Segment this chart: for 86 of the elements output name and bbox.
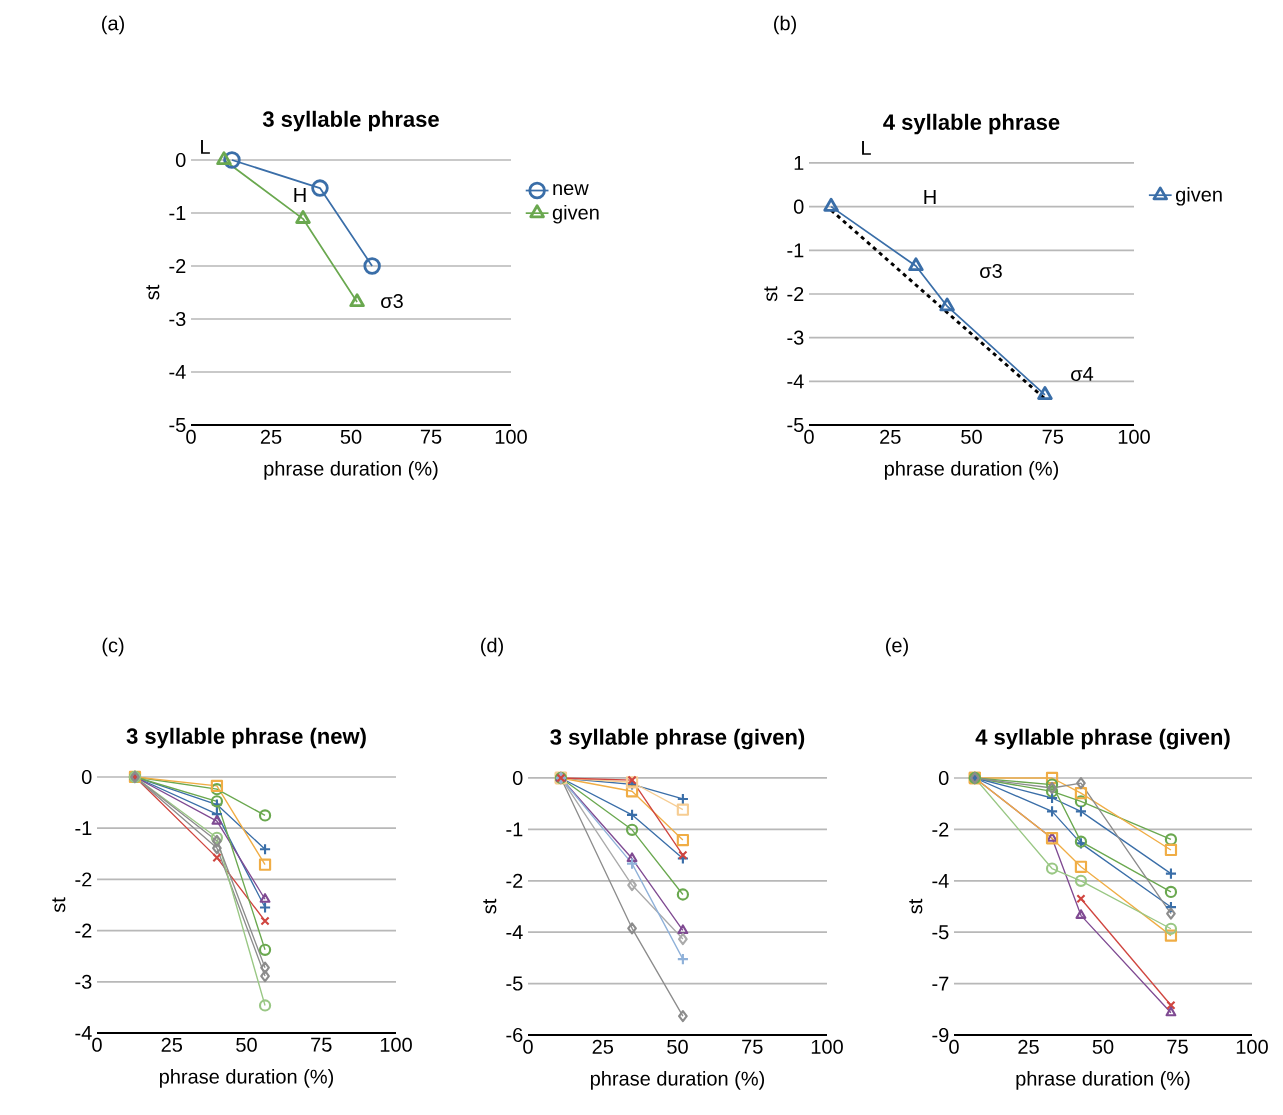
x-tick-label: 100	[1236, 1039, 1268, 1054]
y-tick-label: -2	[75, 872, 92, 887]
y-tick-label: -3	[169, 311, 186, 327]
y-tick-label: -4	[787, 374, 804, 389]
text: (b)	[774, 15, 796, 35]
y-tick-label: -2	[75, 923, 92, 938]
x-tick-label: 75	[1167, 1039, 1188, 1054]
x-tick-label: 0	[92, 1037, 102, 1052]
text: (c)	[102, 637, 124, 657]
x-tick-label: 50	[667, 1039, 688, 1054]
legend-label: new	[553, 184, 589, 196]
y-tick-label: 0	[175, 152, 186, 168]
y-tick-label: 0	[938, 770, 949, 786]
chart-title: 4 syllable phrase	[883, 113, 1060, 135]
text: L	[201, 140, 210, 154]
y-tick-label: -5	[932, 925, 949, 940]
x-tick-label: 100	[1118, 429, 1150, 444]
y-tick-label: -1	[506, 822, 523, 837]
x-tick-label: 50	[340, 429, 362, 444]
y-tick-label: -5	[169, 418, 186, 432]
y-axis-title: st	[909, 898, 923, 914]
x-tick-label: 25	[880, 429, 901, 444]
x-tick-label: 25	[260, 429, 282, 444]
y-tick-label: 0	[81, 769, 92, 785]
x-tick-label: 25	[1018, 1039, 1039, 1054]
x-tick-label: 50	[961, 429, 982, 444]
legend-label: given	[1176, 186, 1222, 206]
chart-title: 4 syllable phrase (given)	[975, 728, 1230, 750]
y-tick-label: -2	[787, 287, 804, 301]
y-axis-title: st	[52, 897, 66, 913]
x-tick-label: 75	[311, 1037, 332, 1052]
y-tick-label: -6	[506, 1027, 523, 1043]
x-tick-label: 50	[1092, 1039, 1114, 1054]
y-tick-label: -5	[787, 418, 804, 432]
annotation: σ3	[381, 293, 403, 309]
x-tick-label: 0	[186, 429, 196, 444]
x-tick-label: 75	[420, 429, 442, 444]
y-tick-label: 1	[794, 156, 804, 170]
y-tick-label: -4	[932, 873, 949, 888]
y-tick-label: -1	[169, 206, 186, 220]
y-tick-label: -4	[75, 1026, 92, 1040]
x-axis-title: phrase duration (%)	[1016, 1071, 1190, 1090]
text: L	[862, 141, 871, 155]
y-axis-title: st	[764, 286, 778, 302]
x-tick-label: 0	[949, 1039, 959, 1054]
chart-title: 3 syllable phrase	[262, 110, 439, 132]
y-axis-title: st	[146, 284, 160, 300]
x-tick-label: 75	[1042, 429, 1064, 444]
y-tick-label: 0	[512, 770, 523, 786]
y-tick-label: -1	[75, 821, 92, 836]
x-tick-label: 0	[523, 1039, 533, 1054]
x-tick-label: 25	[161, 1037, 183, 1052]
y-axis-title: st	[483, 898, 497, 914]
text: (a)	[102, 15, 124, 35]
y-tick-label: -5	[506, 976, 523, 991]
x-axis-title: phrase duration (%)	[159, 1069, 334, 1088]
y-tick-label: -1	[787, 243, 804, 258]
y-tick-label: -3	[75, 974, 92, 989]
text: (e)	[886, 637, 908, 657]
y-tick-label: -9	[932, 1027, 949, 1043]
x-tick-label: 100	[495, 429, 527, 444]
y-tick-label: -4	[169, 365, 186, 379]
annotation: σ4	[1071, 367, 1094, 381]
y-tick-label: -2	[506, 873, 523, 888]
y-tick-label: -3	[787, 330, 804, 345]
chart-title: 3 syllable phrase (given)	[550, 728, 805, 750]
text: (d)	[481, 637, 503, 657]
x-tick-label: 100	[380, 1037, 412, 1052]
chart-title: 3 syllable phrase (new)	[126, 727, 366, 749]
y-tick-label: -4	[506, 925, 523, 940]
annotation: H	[294, 188, 306, 202]
x-axis-title: phrase duration (%)	[264, 461, 438, 480]
x-axis-title: phrase duration (%)	[884, 461, 1059, 480]
x-tick-label: 25	[592, 1039, 614, 1054]
x-axis-title: phrase duration (%)	[590, 1071, 765, 1090]
y-tick-label: -7	[932, 976, 949, 991]
x-tick-label: 100	[811, 1039, 843, 1054]
annotation: σ3	[980, 263, 1002, 279]
x-tick-label: 75	[742, 1039, 763, 1054]
y-tick-label: 0	[793, 199, 804, 214]
x-tick-label: 50	[236, 1037, 257, 1052]
legend-label: given	[552, 204, 599, 224]
annotation: H	[924, 190, 936, 204]
y-tick-label: -2	[169, 259, 186, 273]
x-tick-label: 0	[804, 429, 814, 444]
y-tick-label: -2	[932, 822, 949, 837]
